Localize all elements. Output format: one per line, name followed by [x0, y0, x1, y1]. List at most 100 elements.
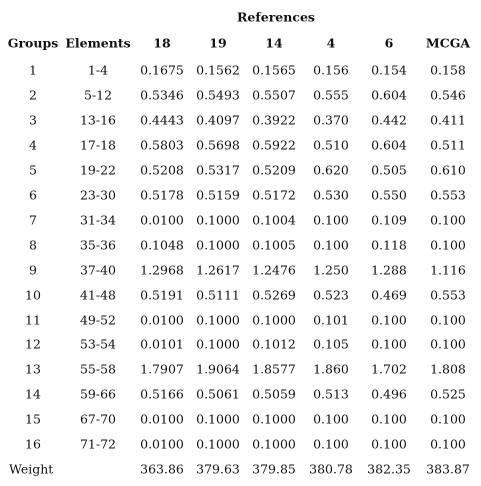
- table-cell: 15: [25, 411, 41, 427]
- table-cell: 2: [29, 87, 37, 103]
- table-cell: 0.5111: [196, 287, 240, 303]
- table-cell: 1.250: [313, 262, 349, 278]
- table-cell: 0.0100: [140, 411, 184, 427]
- weight-value: 379.85: [252, 461, 296, 477]
- table-cell: 0.1000: [252, 312, 296, 327]
- weight-value: 363.86: [140, 461, 184, 477]
- table-cell: 4: [29, 137, 37, 153]
- table-cell: 0.1000: [252, 436, 296, 452]
- table-cell: 1.808: [430, 361, 466, 377]
- table-cell: 0.469: [371, 287, 407, 303]
- table-cell: 53-54: [79, 336, 117, 352]
- table-cell: 1.702: [371, 361, 407, 377]
- table-cell: 0.101: [313, 312, 349, 327]
- table-cell: 0.5269: [252, 287, 296, 303]
- table-cell: 16: [25, 436, 41, 452]
- table-cell: 5-12: [83, 87, 113, 103]
- table-cell: 0.610: [430, 162, 466, 178]
- table-cell: 0.523: [313, 287, 349, 303]
- table-cell: 1.9064: [196, 361, 240, 377]
- table-cell: 0.100: [430, 411, 466, 427]
- table-cell: 0.100: [371, 336, 407, 352]
- table-cell: 0.1000: [196, 436, 240, 452]
- table-cell: 0.1005: [252, 237, 296, 253]
- table-cell: 0.442: [371, 112, 407, 128]
- table-cell: 0.1048: [140, 237, 184, 253]
- table-cell: 0.496: [371, 386, 407, 402]
- table-cell: 0.0100: [140, 436, 184, 452]
- table-cell: 0.553: [430, 287, 466, 303]
- column-header: 18: [153, 35, 171, 51]
- table-cell: 1: [29, 62, 37, 78]
- table-cell: 3: [29, 112, 37, 128]
- weight-value: 380.78: [309, 461, 353, 477]
- weight-label: Weight: [9, 461, 54, 477]
- table-cell: 1.8577: [252, 361, 296, 377]
- table-cell: 67-70: [79, 411, 117, 427]
- table-title: References: [237, 9, 315, 25]
- table-cell: 0.546: [430, 87, 466, 103]
- table-cell: 0.100: [313, 411, 349, 427]
- table-cell: 1.2476: [252, 262, 296, 278]
- table-cell: 0.154: [371, 62, 407, 78]
- table-cell: 0.5061: [196, 386, 240, 402]
- table-cell: 0.5208: [140, 162, 184, 178]
- table-cell: 71-72: [79, 436, 117, 452]
- table-cell: 0.5317: [196, 162, 240, 178]
- table-cell: 5: [29, 162, 37, 178]
- column-header: 14: [265, 35, 283, 51]
- table-cell: 0.100: [430, 312, 466, 327]
- table-cell: 0.0100: [140, 212, 184, 228]
- column-header: 19: [209, 35, 227, 51]
- table-cell: 0.100: [371, 436, 407, 452]
- table-cell: 0.5159: [196, 187, 240, 203]
- table-cell: 0.100: [430, 237, 466, 253]
- table-cell: 14: [25, 386, 41, 402]
- table-cell: 0.109: [371, 212, 407, 228]
- table-cell: 37-40: [79, 262, 117, 278]
- table-cell: 0.5166: [140, 386, 184, 402]
- weight-value: 382.35: [367, 461, 411, 477]
- table-cell: 6: [29, 187, 37, 203]
- table-cell: 0.553: [430, 187, 466, 203]
- table-cell: 0.100: [430, 212, 466, 228]
- table-cell: 23-30: [79, 187, 117, 203]
- table-cell: 41-48: [79, 287, 117, 303]
- table-cell: 7: [29, 212, 37, 228]
- column-header: Groups: [7, 35, 59, 51]
- weight-value: 383.87: [426, 461, 470, 477]
- table-cell: 49-52: [79, 312, 117, 327]
- column-header: 4: [326, 35, 336, 51]
- table-cell: 1.288: [371, 262, 407, 278]
- table-cell: 0.530: [313, 187, 349, 203]
- table-cell: 55-58: [79, 361, 117, 377]
- table-cell: 0.4097: [196, 112, 240, 128]
- table-cell: 35-36: [79, 237, 117, 253]
- table-cell: 0.0100: [140, 312, 184, 327]
- table-cell: 0.1675: [140, 62, 184, 78]
- table-cell: 0.510: [313, 137, 349, 153]
- table-cell: 0.5698: [196, 137, 240, 153]
- table-cell: 0.1000: [196, 312, 240, 327]
- table-cell: 1.116: [430, 262, 466, 278]
- table-cell: 1.2968: [140, 262, 184, 278]
- table-cell: 0.5191: [140, 287, 184, 303]
- table-cell: 0.100: [313, 212, 349, 228]
- table-cell: 1.2617: [196, 262, 240, 278]
- table-cell: 0.411: [430, 112, 466, 128]
- table-cell: 0.604: [371, 137, 407, 153]
- table-cell: 0.1562: [196, 62, 240, 78]
- table-cell: 0.511: [430, 137, 466, 153]
- table-cell: 17-18: [79, 137, 117, 153]
- table-cell: 0.555: [313, 87, 349, 103]
- table-cell: 0.100: [313, 237, 349, 253]
- table-cell: 0.505: [371, 162, 407, 178]
- table-cell: 0.156: [313, 62, 349, 78]
- table-cell: 0.620: [313, 162, 349, 178]
- table-cell: 0.100: [371, 312, 407, 327]
- table-cell: 31-34: [79, 212, 117, 228]
- table-cell: 0.158: [430, 62, 466, 78]
- column-header: MCGA: [425, 35, 471, 51]
- table-cell: 0.100: [430, 436, 466, 452]
